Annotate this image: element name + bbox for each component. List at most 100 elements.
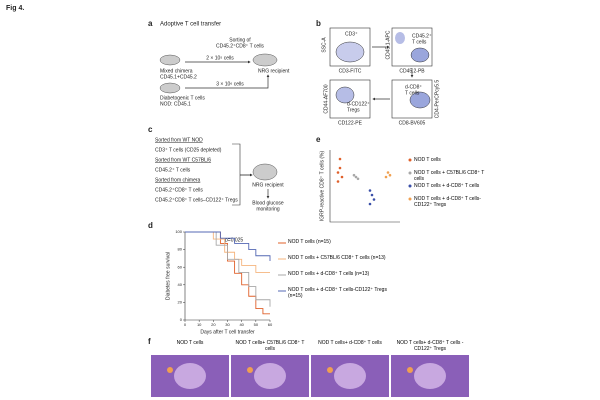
gate-label: T cells: [412, 39, 427, 45]
text: Blood glucose: [252, 200, 284, 206]
legend-entry: NOD T cells + d-CD8⁺ T cells-CD122⁺ Treg…: [414, 196, 481, 208]
text: NRG recipient: [258, 68, 290, 74]
legend-entry: NOD T cells: [414, 157, 441, 163]
dot: [388, 173, 392, 177]
x-tick-label: 60: [268, 322, 273, 327]
legend-swatch: [408, 171, 412, 175]
dot: [336, 180, 340, 183]
legend-entry: NOD T cells + C57BL/6 CD8⁺ T cells: [414, 170, 485, 182]
islet: [254, 363, 286, 389]
y-tick-label: 60: [178, 264, 183, 269]
panel-label: b: [316, 19, 321, 28]
panel-label: f: [148, 337, 151, 346]
islet: [334, 363, 366, 389]
panel-label: d: [148, 221, 153, 230]
text: Diabetogenic T cells: [160, 95, 205, 101]
legend-entry: NOD T cells (n=15): [288, 239, 331, 245]
x-tick-label: 0: [184, 322, 187, 327]
text: NRG recipient: [252, 182, 284, 188]
text: monitoring: [256, 206, 280, 212]
axis-label: CD45.1-APC: [385, 30, 391, 59]
x-tick-label: 40: [239, 322, 244, 327]
title-box: NOD T cells+ d-CD8⁺ T cells: [318, 340, 382, 346]
text: Sorting of: [229, 37, 251, 43]
axis-label: CD122-PE: [338, 120, 363, 126]
axis: [329, 150, 400, 223]
legend-swatch: [408, 158, 412, 162]
dot: [372, 198, 376, 201]
title-box: NOD T cells+ d-CD8⁺ T cells - CD122⁺ Tre…: [397, 340, 464, 352]
text: Sorted from chimera: [155, 177, 201, 183]
panel-label: c: [148, 125, 153, 134]
y-tick-label: 80: [178, 247, 183, 252]
dot: [352, 173, 356, 177]
gate-label: CD3⁺: [345, 31, 358, 37]
arrow: [185, 74, 270, 89]
text: CD45.2⁺CD8⁺ T cells: [155, 187, 203, 193]
y-tick-label: 40: [178, 282, 183, 287]
text: 3 × 10⁶ cells: [216, 81, 244, 87]
legend-box: NOD T cells (n=15): [288, 239, 331, 245]
mouse-icon: [252, 53, 278, 67]
legend-entry: NOD T cells + d-CD8⁺ T cells: [414, 183, 480, 189]
text: CD45.2⁺CD8⁺ T cells–CD122⁺ Tregs: [155, 197, 238, 203]
infiltrate: [247, 367, 253, 373]
gate-label: Tregs: [347, 107, 360, 113]
legend-box: NOD T cells + d-CD8⁺ T cells (n=13): [288, 271, 369, 277]
legend-box: NOD T cells + d-CD8⁺ T cells: [414, 183, 480, 189]
x-tick-label: 20: [211, 322, 216, 327]
y-tick-label: 20: [178, 299, 183, 304]
axis-label: CD8-BV605: [399, 120, 426, 126]
dot: [386, 171, 390, 174]
infiltrate: [327, 367, 333, 373]
text: CD45.2⁺CD8⁺ T cells: [216, 43, 264, 49]
panel-label: e: [316, 135, 321, 144]
legend-box: NOD T cells: [414, 157, 441, 163]
dot: [368, 189, 372, 192]
panel-title: Adoptive T cell transfer: [160, 22, 221, 28]
mouse-icon: [159, 82, 181, 94]
survival-curve: [185, 231, 270, 273]
text: NOD: CD45.1: [160, 101, 191, 107]
infiltrate: [407, 367, 413, 373]
title-box: NOD T cells+ C57BL/6 CD8⁺ T cells: [235, 340, 305, 352]
axis-label: Diabetes free survival: [165, 252, 171, 300]
gate-label: d-CD8⁺: [405, 84, 422, 90]
axis-label: SSC-A: [321, 37, 327, 53]
gate-label: d-CD122⁺: [347, 101, 370, 107]
text: Sorted from WT NOD: [155, 137, 203, 143]
title-box: NOD T cells: [177, 340, 204, 346]
axis-label: CD44-AF700: [323, 84, 329, 113]
bracket: [232, 143, 250, 206]
legend-swatch: [408, 184, 412, 188]
y-tick-label: 0: [180, 317, 183, 322]
axis-label: Days after T cell transfer: [200, 329, 255, 335]
survival-curve: [185, 231, 271, 307]
image-title: NOD T cells+ C57BL/6 CD8⁺ T cells: [235, 340, 305, 352]
mouse-icon: [252, 163, 278, 181]
legend-box: NOD T cells + C57BL/6 CD8⁺ T cells: [414, 170, 485, 182]
islet: [174, 363, 206, 389]
gate-label: CD45.2⁺: [412, 33, 432, 39]
dot: [340, 175, 344, 179]
legend-entry: NOD T cells + d-CD8⁺ T cells-CD122⁺ Treg…: [288, 287, 387, 299]
image-title: NOD T cells+ d-CD8⁺ T cells: [318, 340, 382, 346]
gate-label: T cells: [405, 90, 420, 96]
dot: [368, 202, 372, 206]
legend-box: NOD T cells + C57BL/6 CD8⁺ T cells (n=13…: [288, 255, 386, 261]
dot: [338, 166, 342, 170]
survival-curve: [185, 231, 270, 315]
axis-label: IGRP-reactive CD8⁺ T cells (%): [319, 151, 325, 222]
x-tick-label: 10: [197, 322, 202, 327]
axis-label: CD45.2-PB: [399, 68, 425, 74]
text: CD3⁺ T cells (CD25 depleted): [155, 147, 222, 153]
axis-label: CD3-FITC: [339, 68, 362, 74]
fig-label: Fig 4.: [6, 5, 24, 12]
text: CD45.1+CD45.2: [160, 74, 197, 80]
dot: [384, 175, 388, 179]
flow-plots: [329, 27, 433, 119]
legend-box: NOD T cells + d-CD8⁺ T cells-CD122⁺ Treg…: [414, 196, 481, 208]
panel-label: a: [148, 19, 153, 28]
text: CD45.2⁺ T cells: [155, 167, 191, 173]
